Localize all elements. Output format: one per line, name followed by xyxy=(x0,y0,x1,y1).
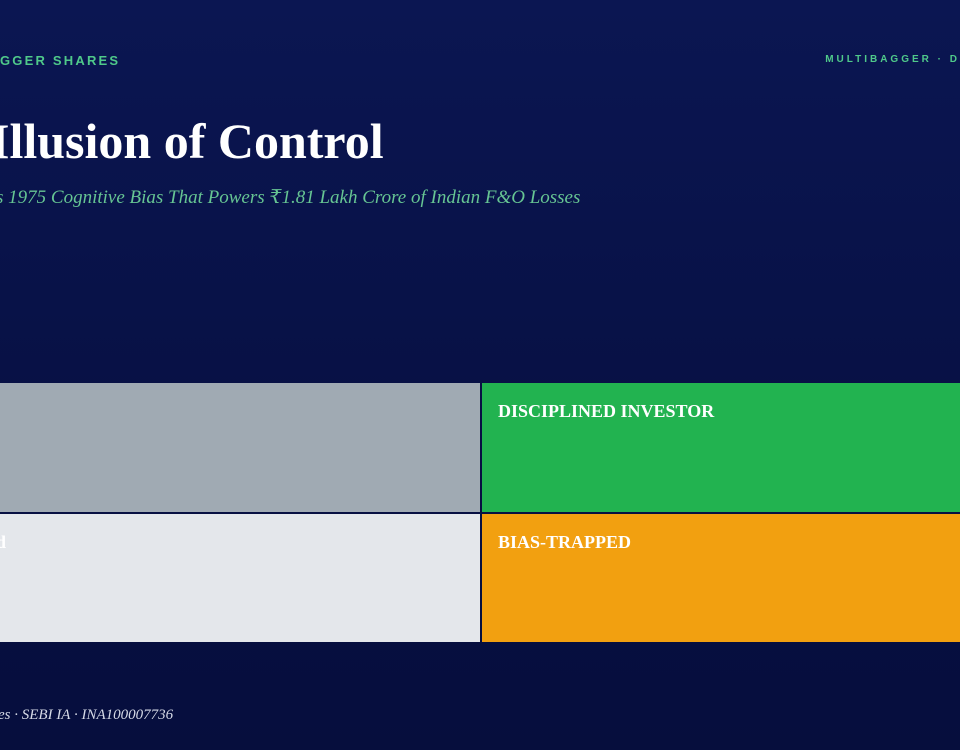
title: Illusion of Control xyxy=(0,113,384,169)
quadrant: DISCIPLINED INVESTOR xyxy=(482,383,960,512)
quadrant: d xyxy=(0,514,480,642)
kicker: GGER SHARES xyxy=(0,53,121,68)
footer: es · SEBI IA · INA100007736 xyxy=(0,707,174,723)
quadrant-label: BIAS-TRAPPED xyxy=(498,532,632,552)
quadrant-label: DISCIPLINED INVESTOR xyxy=(498,401,715,421)
brand: MULTIBAGGER · D xyxy=(825,54,960,65)
quadrant: BIAS-TRAPPED xyxy=(482,514,960,642)
quadrant-label: d xyxy=(0,532,7,552)
quadrant xyxy=(0,383,480,512)
subtitle: s 1975 Cognitive Bias That Powers ₹1.81 … xyxy=(0,187,581,208)
